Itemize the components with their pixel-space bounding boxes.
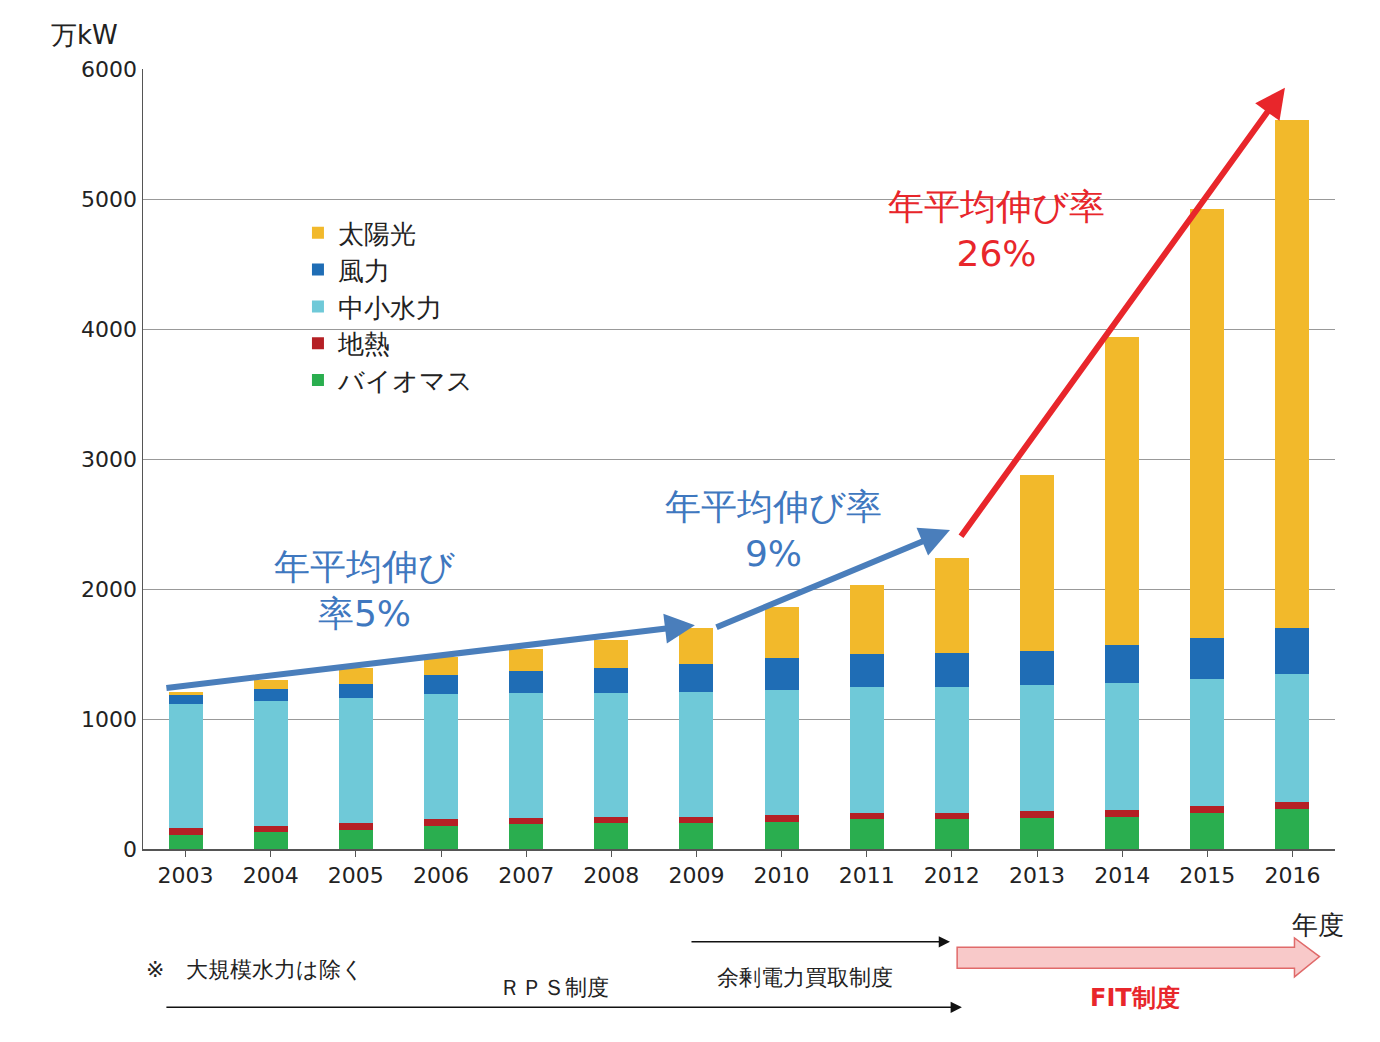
svg-text:2014: 2014 — [1094, 863, 1150, 888]
svg-text:2003: 2003 — [158, 863, 214, 888]
svg-text:2008: 2008 — [583, 863, 639, 888]
svg-text:1000: 1000 — [81, 707, 137, 732]
svg-text:2013: 2013 — [1009, 863, 1065, 888]
svg-text:FIT制度: FIT制度 — [1090, 984, 1180, 1012]
svg-text:2009: 2009 — [668, 863, 724, 888]
svg-text:0: 0 — [123, 837, 137, 862]
svg-text:2004: 2004 — [243, 863, 299, 888]
svg-text:※ 大規模水力は除く: ※ 大規模水力は除く — [146, 957, 364, 982]
svg-text:万kW: 万kW — [51, 20, 118, 50]
svg-text:地熱: 地熱 — [337, 329, 390, 359]
svg-text:2005: 2005 — [328, 863, 384, 888]
svg-text:2011: 2011 — [839, 863, 895, 888]
svg-text:2012: 2012 — [924, 863, 980, 888]
svg-text:2016: 2016 — [1264, 863, 1320, 888]
svg-text:4000: 4000 — [81, 317, 137, 342]
svg-text:2007: 2007 — [498, 863, 554, 888]
svg-text:2000: 2000 — [81, 577, 137, 602]
svg-text:6000: 6000 — [81, 57, 137, 82]
svg-text:バイオマス: バイオマス — [337, 366, 473, 396]
svg-text:中小水力: 中小水力 — [338, 293, 442, 323]
svg-text:年平均伸び率9%: 年平均伸び率9% — [665, 486, 882, 574]
svg-text:年度: 年度 — [1292, 910, 1344, 940]
svg-text:太陽光: 太陽光 — [338, 219, 416, 249]
svg-text:3000: 3000 — [81, 447, 137, 472]
svg-text:ＲＰＳ制度: ＲＰＳ制度 — [499, 975, 609, 1000]
svg-text:2015: 2015 — [1179, 863, 1235, 888]
svg-text:年平均伸び率5%: 年平均伸び率5% — [274, 546, 455, 634]
svg-text:年平均伸び率26%: 年平均伸び率26% — [888, 186, 1105, 274]
svg-text:5000: 5000 — [81, 187, 137, 212]
svg-text:2006: 2006 — [413, 863, 469, 888]
svg-text:余剰電力買取制度: 余剰電力買取制度 — [717, 965, 893, 990]
svg-text:2010: 2010 — [754, 863, 810, 888]
svg-text:風力: 風力 — [338, 256, 390, 286]
